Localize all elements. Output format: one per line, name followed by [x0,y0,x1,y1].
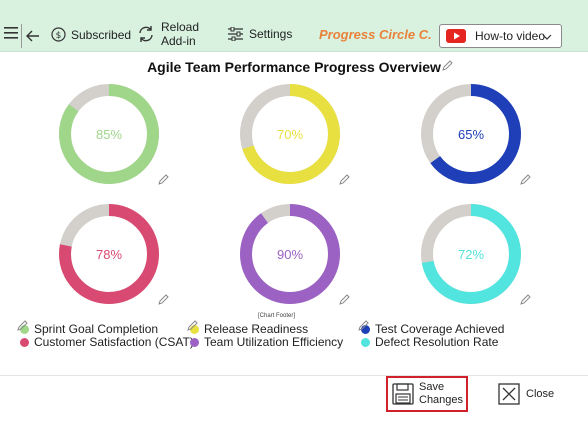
legend-swatch [20,324,29,334]
legend-label: Test Coverage Achieved [375,322,505,336]
legend-item-sprint-goal: Sprint Goal Completion [20,322,158,336]
legend-swatch [361,324,370,334]
close-label: Close [526,388,555,400]
edit-donut-pencil-icon[interactable] [158,174,169,185]
close-button[interactable]: Close [498,382,554,406]
legend-label: Defect Resolution Rate [375,335,499,349]
edit-donut-pencil-icon[interactable] [339,174,350,185]
edit-donut-pencil-icon[interactable] [520,174,531,185]
legend-item-release-readiness: Release Readiness [190,322,308,336]
back-icon[interactable] [21,24,40,48]
edit-legend-pencil-icon[interactable] [186,320,198,332]
donut-value-arc [59,204,159,304]
how-to-video-label: How-to video [475,29,546,43]
donut-value-label: 72% [458,247,484,262]
reload-addin-button[interactable]: Reload Add-in [137,20,199,48]
donut-5: 72% [421,204,531,305]
changes-label: Changes [419,394,464,406]
reload-label: Reload [161,20,200,34]
donut-value-arc [421,204,521,304]
legend-item-test-coverage: Test Coverage Achieved [361,322,504,336]
legend-label: Release Readiness [204,322,309,336]
donut-value-label: 78% [96,247,122,262]
legend-label: Sprint Goal Completion [34,322,159,336]
addin-label: Add-in [161,34,196,48]
chart-title: Agile Team Performance Progress Overview [147,59,441,75]
edit-donut-pencil-icon[interactable] [158,294,169,305]
subscribed-button[interactable]: $ Subscribed [51,27,131,42]
chart-footer: [Chart Footer] [258,313,296,319]
edit-donut-pencil-icon[interactable] [520,294,531,305]
addin-title: Progress Circle C... [319,27,431,42]
settings-button[interactable]: Settings [228,27,292,41]
legend-item-defect-resolution: Defect Resolution Rate [361,335,498,349]
footer-divider [0,375,588,376]
donut-0: 85% [59,84,169,185]
donut-value-label: 70% [277,127,303,142]
donut-1: 70% [240,84,350,185]
save-icon [392,383,414,405]
subscribed-label: Subscribed [71,27,132,42]
donut-2: 65% [421,84,531,185]
close-icon [498,383,520,405]
legend-swatch [361,337,370,347]
edit-title-pencil-icon[interactable] [441,60,453,72]
reload-icon [139,26,153,42]
toolbar: $ Subscribed Reload Add-in Settings Prog… [0,0,588,52]
legend-swatch [20,337,29,347]
donut-value-label: 65% [458,127,484,142]
edit-legend-pencil-icon[interactable] [357,320,369,332]
donut-value-arc [421,84,521,184]
edit-legend-pencil-icon[interactable] [16,320,28,332]
save-changes-button[interactable]: Save Changes [386,376,468,412]
donut-3: 78% [59,204,169,305]
donut-4: 90% [240,204,350,305]
donut-value-arc [240,204,340,304]
settings-label: Settings [249,27,293,41]
legend-swatch [190,324,199,334]
legend-label: Customer Satisfaction (CSAT) [34,335,194,349]
how-to-video-dropdown[interactable]: How-to video [439,24,562,48]
svg-text:$: $ [56,31,62,41]
legend-item-team-utilization: Team Utilization Efficiency [190,335,343,349]
donut-value-label: 90% [277,247,303,262]
donut-value-arc [240,84,340,184]
legend-swatch [190,337,199,347]
legend-label: Team Utilization Efficiency [204,335,344,349]
donut-value-arc [59,84,159,184]
save-label: Save [419,381,445,393]
sliders-icon [228,27,243,41]
donut-value-label: 85% [96,127,122,142]
edit-donut-pencil-icon[interactable] [339,294,350,305]
menu-icon[interactable] [4,27,18,39]
legend-item-csat: Customer Satisfaction (CSAT) [20,335,194,349]
chevron-down-icon [542,34,552,40]
dollar-circle-icon: $ [51,27,66,42]
youtube-icon [446,29,466,43]
